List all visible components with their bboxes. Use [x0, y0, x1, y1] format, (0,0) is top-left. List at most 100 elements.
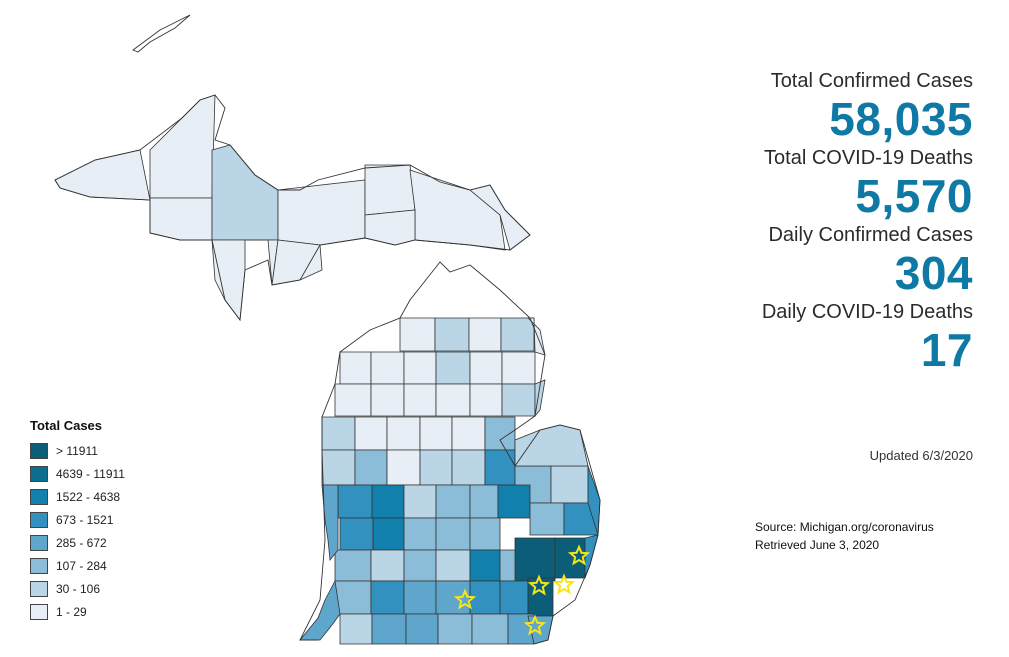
county	[354, 449, 388, 486]
legend-swatch	[30, 557, 48, 574]
stat-daily-cases-label: Daily Confirmed Cases	[768, 224, 973, 246]
stat-total-deaths-value: 5,570	[855, 170, 973, 222]
county	[550, 465, 589, 504]
legend-label: 1522 - 4638	[56, 489, 121, 504]
county	[299, 579, 341, 641]
legend-swatch	[30, 580, 48, 597]
county	[403, 517, 437, 551]
legend-item: 107 - 284	[30, 554, 125, 577]
county	[469, 549, 501, 582]
county	[469, 351, 503, 385]
legend-swatch	[30, 603, 48, 620]
county	[469, 517, 501, 551]
county	[501, 351, 536, 385]
star-icon	[523, 614, 547, 636]
legend-label: 4639 - 11911	[56, 466, 125, 481]
county	[321, 484, 339, 562]
shoreline	[132, 14, 191, 53]
stat-daily-deaths-label: Daily COVID-19 Deaths	[761, 301, 973, 323]
county	[403, 351, 437, 385]
legend-swatch	[30, 511, 48, 528]
stat-daily-cases-value: 304	[894, 247, 973, 299]
county	[435, 517, 471, 551]
county	[409, 169, 506, 251]
updated-date: Updated 6/3/2020	[869, 448, 973, 463]
legend-item: 1 - 29	[30, 600, 125, 623]
legend-label: > 11911	[56, 443, 98, 458]
shoreline	[54, 94, 531, 322]
county	[527, 317, 546, 356]
county	[529, 502, 565, 536]
source-note: Source: Michigan.org/coronavirus Retriev…	[755, 518, 934, 554]
county	[399, 317, 436, 352]
county-polygons	[54, 94, 601, 645]
county	[500, 317, 535, 352]
legend-item: 1522 - 4638	[30, 485, 125, 508]
stat-daily-deaths-value: 17	[920, 324, 973, 376]
stat-total-cases-value: 58,035	[829, 93, 973, 145]
county	[271, 239, 323, 286]
star-icon	[552, 573, 576, 595]
county	[211, 144, 279, 241]
county	[435, 383, 471, 417]
city-star-markers	[453, 544, 591, 636]
star-icon	[527, 574, 551, 596]
county	[371, 484, 405, 519]
legend-swatch	[30, 442, 48, 459]
legend-label: 107 - 284	[56, 558, 107, 573]
legend-item: > 11911	[30, 439, 125, 462]
county	[403, 549, 437, 582]
county	[334, 549, 372, 582]
county	[469, 484, 499, 519]
county	[514, 537, 556, 582]
county	[499, 580, 529, 615]
county	[435, 351, 471, 385]
county	[403, 484, 437, 519]
county	[403, 383, 437, 417]
county	[437, 613, 473, 645]
legend-label: 673 - 1521	[56, 512, 114, 527]
legend-items: > 11911 4639 - 11911 1522 - 4638 673 - 1521…	[30, 439, 125, 623]
legend-swatch	[30, 488, 48, 505]
county	[497, 484, 531, 519]
county	[370, 383, 405, 417]
stat-total-cases-label: Total Confirmed Cases	[770, 70, 973, 92]
county	[354, 416, 388, 451]
legend-swatch	[30, 534, 48, 551]
county	[405, 613, 439, 645]
county	[435, 580, 471, 615]
county	[334, 580, 372, 615]
county	[211, 239, 246, 322]
county	[451, 416, 486, 451]
county	[554, 537, 586, 579]
county	[403, 580, 437, 615]
county	[514, 424, 589, 467]
county	[339, 351, 372, 385]
county	[370, 580, 405, 615]
county	[501, 383, 536, 417]
county	[339, 613, 373, 645]
county	[435, 549, 471, 582]
legend-label: 30 - 106	[56, 581, 101, 596]
county	[334, 383, 372, 417]
state-outline	[54, 14, 601, 645]
county	[468, 317, 502, 352]
county	[149, 94, 216, 199]
county	[471, 613, 509, 645]
county	[534, 379, 546, 418]
legend-item: 30 - 106	[30, 577, 125, 600]
star-icon	[453, 588, 477, 610]
county	[435, 484, 471, 519]
retrieved-line: Retrieved June 3, 2020	[755, 538, 880, 552]
county	[54, 149, 151, 201]
county	[149, 197, 213, 241]
legend-item: 285 - 672	[30, 531, 125, 554]
legend-item: 673 - 1521	[30, 508, 125, 531]
county	[484, 449, 516, 486]
county	[370, 351, 405, 385]
shoreline	[299, 261, 601, 645]
county	[321, 449, 356, 486]
stat-total-deaths-label: Total COVID-19 Deaths	[764, 147, 973, 169]
county	[371, 613, 407, 645]
